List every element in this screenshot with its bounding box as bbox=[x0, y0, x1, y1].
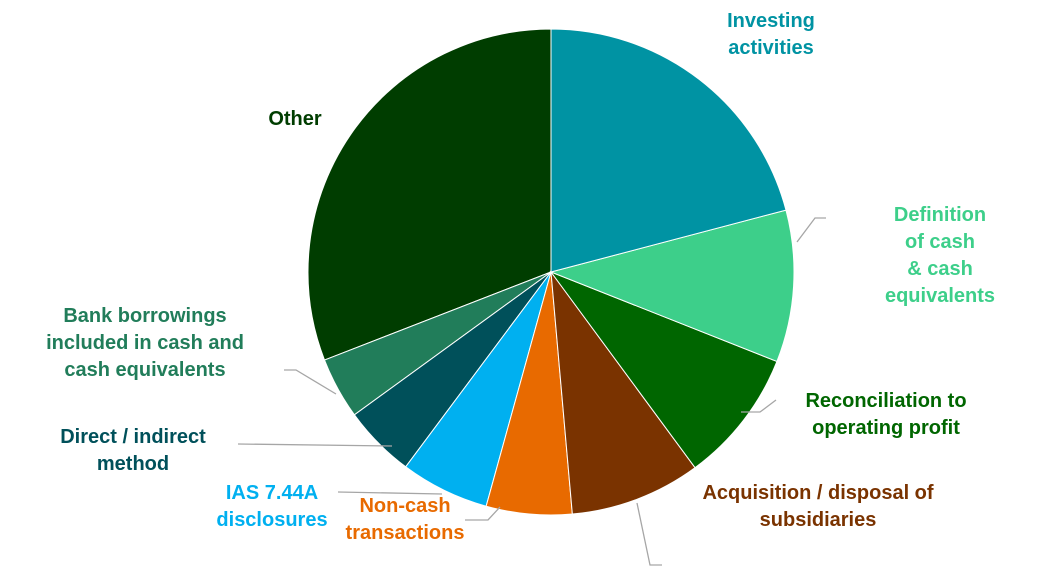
leader-line bbox=[741, 399, 777, 413]
slice-label: Direct / indirect method bbox=[60, 426, 206, 475]
leader-line bbox=[337, 491, 443, 495]
slice-label: Reconciliation to operating profit bbox=[805, 390, 967, 439]
pie-slice bbox=[307, 28, 552, 361]
leader-line bbox=[237, 443, 393, 447]
slice-label: Bank borrowings included in cash and cas… bbox=[46, 305, 244, 381]
pie-slice bbox=[549, 209, 795, 363]
slice-label: Non-cash transactions bbox=[345, 495, 465, 544]
slice-label: Other bbox=[268, 108, 322, 130]
leader-line bbox=[636, 502, 662, 566]
pie-slice bbox=[550, 270, 696, 515]
pie-slice bbox=[550, 28, 787, 273]
slice-label: Investing activities bbox=[727, 10, 815, 59]
pie-slice bbox=[549, 270, 778, 469]
leader-line bbox=[465, 506, 501, 521]
leader-line bbox=[284, 369, 337, 395]
slice-label: Acquisition / disposal of subsidiaries bbox=[702, 482, 934, 531]
slice-label: Definition of cash & cash equivalents bbox=[884, 204, 996, 307]
leader-line bbox=[796, 217, 826, 243]
leader-lines bbox=[237, 217, 826, 566]
slice-label: IAS 7.44A disclosures bbox=[216, 482, 328, 531]
